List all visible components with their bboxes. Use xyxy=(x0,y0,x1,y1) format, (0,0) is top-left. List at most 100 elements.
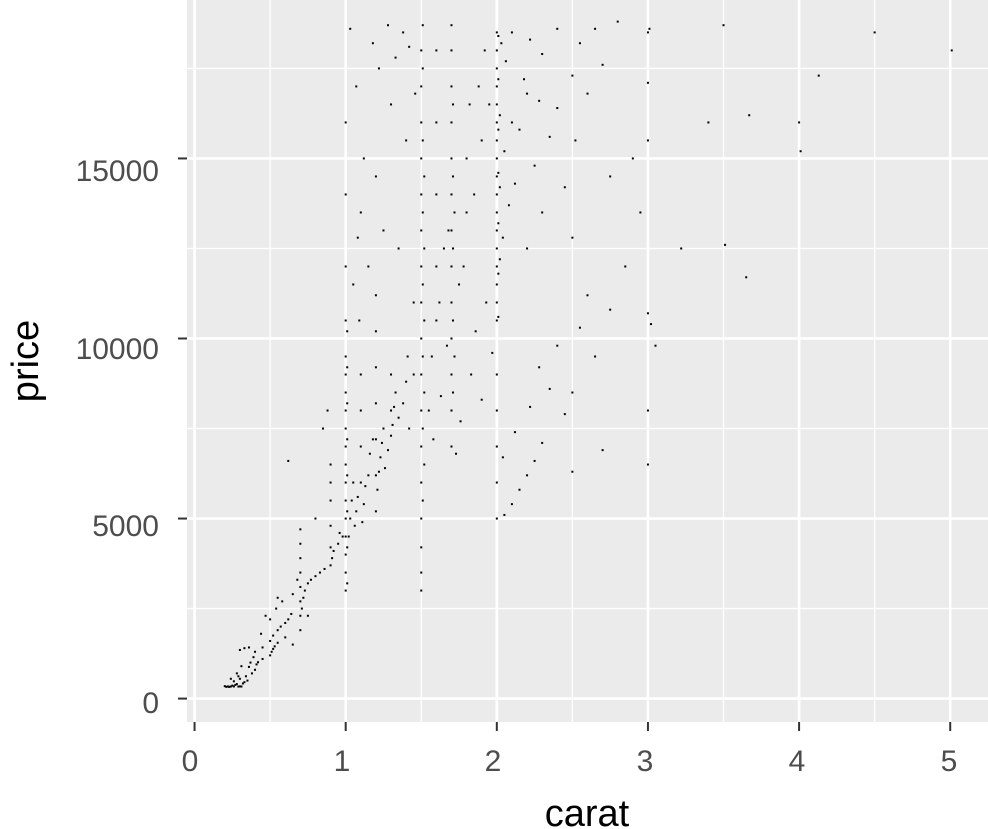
data-point xyxy=(412,301,415,304)
grid-major-lines xyxy=(187,0,988,722)
data-point xyxy=(344,499,347,502)
data-point xyxy=(362,503,365,506)
data-point xyxy=(624,265,627,268)
data-point xyxy=(538,366,541,369)
data-point xyxy=(495,319,498,322)
data-point xyxy=(374,366,377,369)
data-point xyxy=(359,373,362,376)
data-point xyxy=(510,121,513,124)
data-point xyxy=(491,351,494,354)
data-point xyxy=(303,589,306,592)
data-point xyxy=(371,438,374,441)
data-point xyxy=(247,665,250,668)
data-point xyxy=(346,510,349,513)
data-point xyxy=(420,445,423,448)
data-point xyxy=(497,128,500,131)
data-point xyxy=(500,42,503,45)
data-point xyxy=(495,139,498,142)
data-point xyxy=(654,344,657,347)
data-point xyxy=(273,645,276,648)
data-point xyxy=(359,481,362,484)
data-point xyxy=(238,648,241,651)
data-point xyxy=(420,85,423,88)
data-point xyxy=(495,67,498,70)
data-point xyxy=(223,685,226,688)
data-point xyxy=(571,391,574,394)
data-point xyxy=(498,114,501,117)
data-point xyxy=(371,42,374,45)
data-point xyxy=(432,438,435,441)
data-point xyxy=(510,31,513,34)
data-point xyxy=(361,521,364,524)
data-point xyxy=(495,85,498,88)
data-point xyxy=(226,685,229,688)
data-point xyxy=(352,283,355,286)
data-point xyxy=(450,49,453,52)
data-point xyxy=(329,546,332,549)
data-point xyxy=(337,542,340,545)
data-point xyxy=(329,481,332,484)
data-point xyxy=(387,24,390,27)
axis-ticks xyxy=(178,157,952,731)
data-point xyxy=(513,431,516,434)
data-point xyxy=(234,683,237,686)
data-point xyxy=(374,510,377,513)
data-point xyxy=(240,665,243,668)
data-point xyxy=(412,373,415,376)
data-point xyxy=(497,222,500,225)
data-point xyxy=(518,488,521,491)
data-point xyxy=(423,319,426,322)
data-point xyxy=(578,326,581,329)
data-point xyxy=(507,204,510,207)
plot-panel xyxy=(187,0,988,722)
data-point xyxy=(453,211,456,214)
data-point xyxy=(299,542,302,545)
data-point xyxy=(397,416,400,419)
data-point xyxy=(571,236,574,239)
data-point xyxy=(420,409,423,412)
data-point xyxy=(387,449,390,452)
data-point xyxy=(269,654,272,657)
data-point xyxy=(609,308,612,311)
data-point xyxy=(257,661,260,664)
data-point xyxy=(390,434,393,437)
data-point xyxy=(450,373,453,376)
data-point xyxy=(358,319,361,322)
data-point xyxy=(646,409,649,412)
data-point xyxy=(356,236,359,239)
x-tick-label-3: 3 xyxy=(637,745,654,778)
data-point xyxy=(495,31,498,34)
data-point xyxy=(423,391,426,394)
data-point xyxy=(290,612,293,615)
data-point xyxy=(427,409,430,412)
data-point xyxy=(495,247,498,250)
data-point xyxy=(276,641,279,644)
data-point xyxy=(533,164,536,167)
data-point xyxy=(420,373,423,376)
data-point xyxy=(748,114,751,117)
data-point xyxy=(497,35,500,38)
data-point xyxy=(430,355,433,358)
y-tick-label-5000: 5000 xyxy=(92,510,159,543)
y-tick-label-15000: 15000 xyxy=(76,155,159,188)
data-point xyxy=(235,683,238,686)
data-point xyxy=(445,344,448,347)
data-point xyxy=(594,355,597,358)
data-point xyxy=(423,247,426,250)
data-point xyxy=(529,405,532,408)
data-point xyxy=(594,27,597,30)
data-point xyxy=(240,685,243,688)
data-point xyxy=(646,312,649,315)
data-point xyxy=(314,517,317,520)
data-point xyxy=(249,661,252,664)
data-point xyxy=(616,20,619,23)
data-point xyxy=(344,391,347,394)
data-point xyxy=(244,675,247,678)
data-point xyxy=(414,92,417,95)
data-point xyxy=(601,63,604,66)
data-point xyxy=(329,499,332,502)
data-point xyxy=(680,247,683,250)
data-point xyxy=(344,481,347,484)
data-point xyxy=(420,157,423,160)
data-point xyxy=(468,103,471,106)
